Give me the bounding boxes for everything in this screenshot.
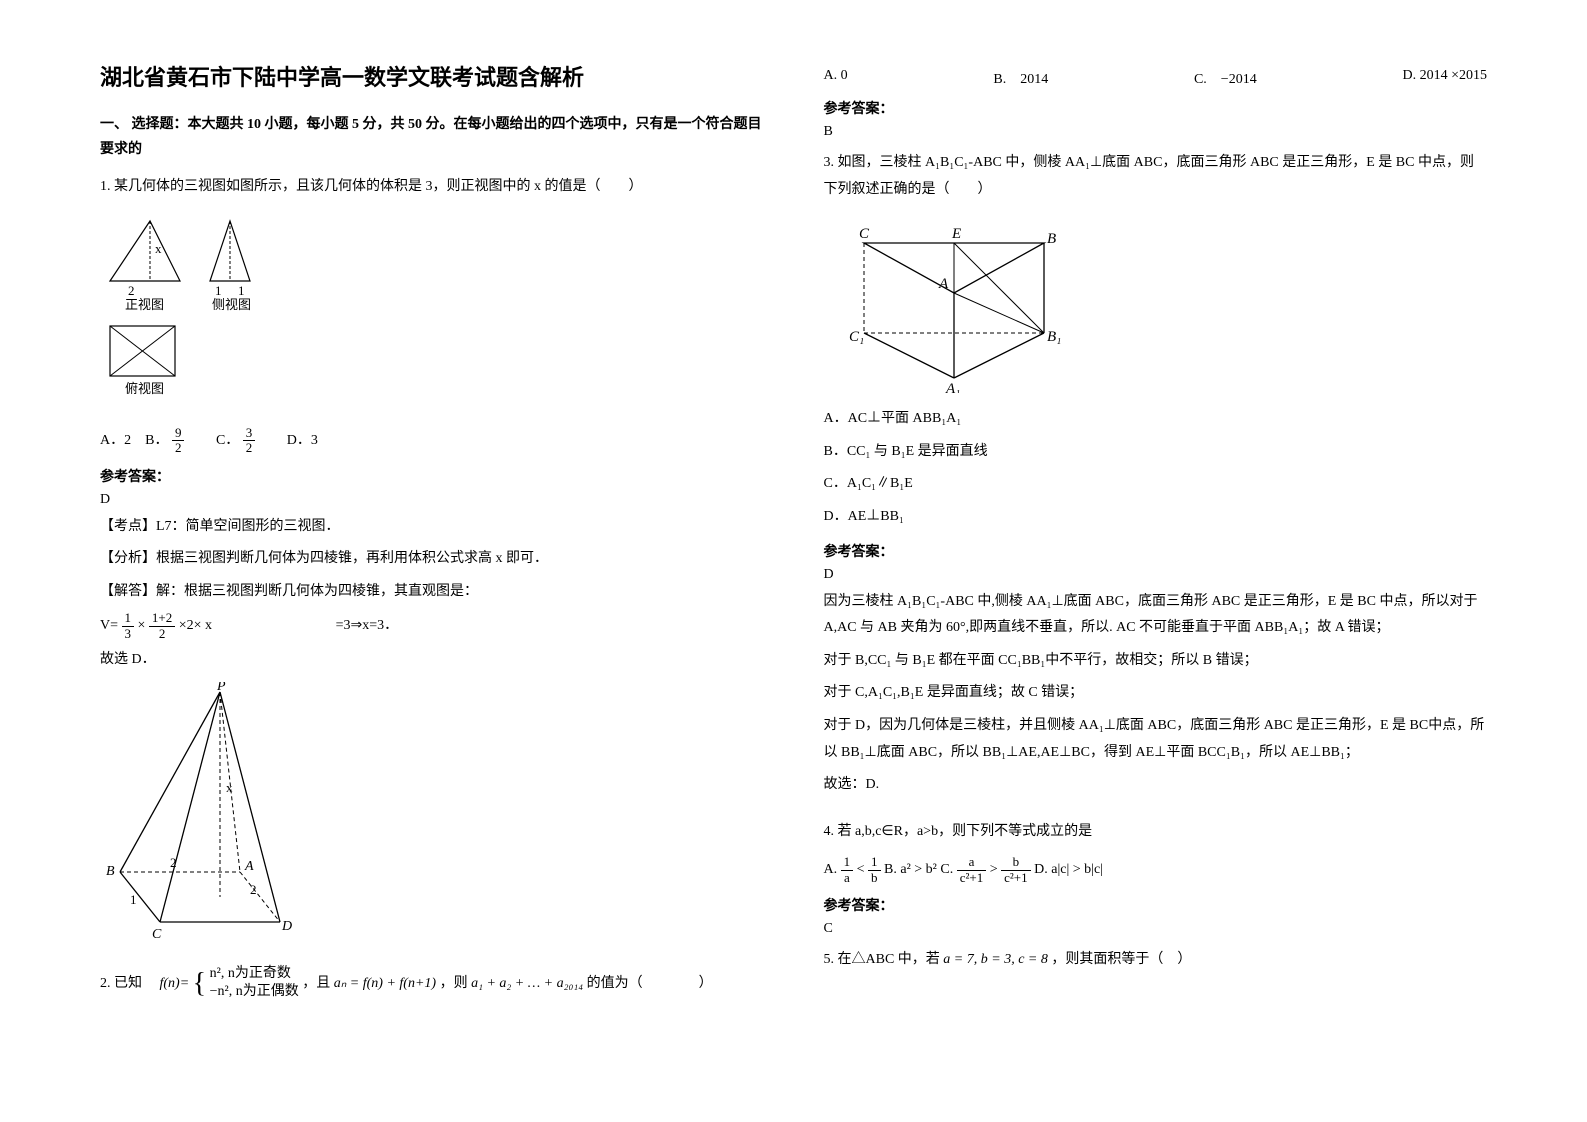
q3-opt-a: A．AC⊥平面 ABB₁A₁ [824, 406, 1488, 433]
page-title: 湖北省黄石市下陆中学高一数学文联考试题含解析 [100, 60, 764, 92]
q2-opt-a: A. 0 [824, 68, 848, 88]
svg-text:C: C [152, 927, 162, 942]
svg-text:E: E [951, 226, 961, 242]
q1-opt-b-frac: 92 [172, 426, 185, 456]
q3-prism-figure: C E B A C₁ B₁ A₁ [824, 213, 1488, 398]
svg-text:D: D [281, 919, 292, 934]
q3-exp-1: 因为三棱柱 A₁B₁C₁-ABC 中,侧棱 AA₁⊥底面 ABC，底面三角形 A… [824, 589, 1488, 642]
q1-volume-expr: V= 13 × 1+22 ×2× x =3⇒x=3． [100, 611, 764, 641]
q3-exp-4: 对于 D，因为几何体是三棱柱，并且侧棱 AA₁⊥底面 ABC，底面三角形 ABC… [824, 713, 1488, 766]
question-4-stem: 4. 若 a,b,c∈R，a>b，则下列不等式成立的是 [824, 819, 1488, 846]
question-3-stem: 3. 如图，三棱柱 A₁B₁C₁-ABC 中，侧棱 AA₁⊥底面 ABC，底面三… [824, 150, 1488, 203]
svg-text:1: 1 [238, 283, 245, 298]
q1-answer-label: 参考答案： [100, 466, 764, 486]
q1-exp-2: 【分析】根据三视图判断几何体为四棱锥，再利用体积公式求高 x 即可． [100, 546, 764, 573]
q3-exp-3: 对于 C,A₁C₁,B₁E 是异面直线；故 C 错误； [824, 680, 1488, 707]
q3-opt-c: C．A₁C₁∥B₁E [824, 471, 1488, 498]
q3-exp-2: 对于 B,CC₁ 与 B₁E 都在平面 CC₁BB₁中不平行，故相交；所以 B … [824, 648, 1488, 675]
svg-text:俯视图: 俯视图 [125, 381, 164, 396]
q4-options: A. 1a < 1b B. a² > b² C. ac²+1 > bc²+1 D… [824, 855, 1488, 885]
q1-options: A．2 B． 92 C． 32 D．3 [100, 426, 764, 456]
svg-text:A₁: A₁ [945, 381, 960, 393]
q1-three-views-figure: x 2 正视图 1 1 侧视图 俯视图 [100, 211, 764, 416]
q1-exp-4: 故选 D． [100, 647, 764, 674]
svg-text:2: 2 [250, 882, 257, 897]
svg-text:x: x [226, 780, 233, 795]
svg-text:P: P [216, 682, 226, 694]
svg-text:B: B [106, 864, 115, 879]
svg-text:x: x [155, 241, 162, 256]
q1-answer: D [100, 492, 764, 508]
q3-answer: D [824, 567, 1488, 583]
q3-opt-b: B．CC₁ 与 B₁E 是异面直线 [824, 439, 1488, 466]
section-heading: 一、 选择题：本大题共 10 小题，每小题 5 分，共 50 分。在每小题给出的… [100, 112, 764, 162]
q3-answer-label: 参考答案： [824, 541, 1488, 561]
svg-text:正视图: 正视图 [125, 297, 164, 312]
svg-text:1: 1 [215, 283, 222, 298]
q2-answer-label: 参考答案： [824, 98, 1488, 118]
q2-opt-c: C. −2014 [1194, 68, 1257, 88]
q2-opt-d: D. 2014 ×2015 [1402, 68, 1487, 88]
svg-text:A: A [938, 276, 949, 292]
question-1-stem: 1. 某几何体的三视图如图所示，且该几何体的体积是 3，则正视图中的 x 的值是… [100, 174, 764, 201]
svg-text:侧视图: 侧视图 [212, 297, 251, 312]
svg-text:2: 2 [170, 855, 177, 870]
q4-answer: C [824, 921, 1488, 937]
svg-text:C₁: C₁ [849, 329, 864, 345]
q1-intuitive-figure: P A B C D x 1 2 2 [100, 682, 764, 947]
q1-exp-3: 【解答】解：根据三视图判断几何体为四棱锥，其直观图是： [100, 579, 764, 606]
q1-exp-1: 【考点】L7：简单空间图形的三视图． [100, 514, 764, 541]
svg-text:C: C [859, 226, 870, 242]
q3-exp-5: 故选：D. [824, 772, 1488, 799]
q1-opt-c-frac: 32 [243, 426, 256, 456]
q1-opt-c-prefix: C． [188, 433, 239, 448]
q1-opt-a-prefix: A．2 B． [100, 433, 168, 448]
svg-text:B: B [1047, 231, 1056, 247]
q2-options: A. 0 B. 2014 C. −2014 D. 2014 ×2015 [824, 68, 1488, 88]
q1-opt-d: D．3 [259, 433, 318, 448]
q2-opt-b: B. 2014 [993, 68, 1048, 88]
q3-opt-d: D．AE⊥BB₁ [824, 504, 1488, 531]
svg-text:2: 2 [128, 283, 135, 298]
q4-answer-label: 参考答案： [824, 895, 1488, 915]
q2-answer: B [824, 124, 1488, 140]
svg-text:B₁: B₁ [1047, 329, 1061, 345]
svg-text:A: A [244, 859, 254, 874]
question-5-stem: 5. 在△ABC 中，若 a = 7, b = 3, c = 8 ，则其面积等于… [824, 947, 1488, 974]
question-2-stem: 2. 已知 f(n)= { n², n为正奇数 −n², n为正偶数 ，且 aₙ… [100, 957, 764, 1010]
svg-text:1: 1 [130, 892, 137, 907]
